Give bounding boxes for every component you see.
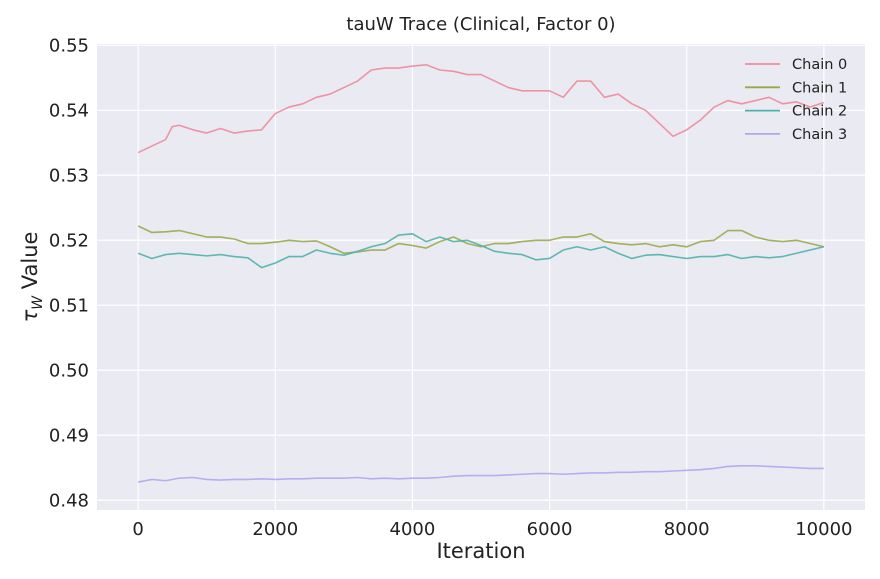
legend-label-chain-2: Chain 2 xyxy=(792,104,847,120)
legend-label-chain-1: Chain 1 xyxy=(792,80,847,96)
x-axis-title: Iteration xyxy=(436,539,525,563)
grid xyxy=(97,44,865,510)
y-tick-label: 0.55 xyxy=(49,35,89,56)
y-tick-label: 0.51 xyxy=(49,295,89,316)
y-tick-label: 0.49 xyxy=(49,425,89,446)
x-tick-label: 6000 xyxy=(527,519,573,540)
x-tick-label: 10000 xyxy=(795,519,852,540)
series-line-chain-0 xyxy=(137,64,825,154)
y-tick-labels: 0.48 0.49 0.50 0.51 0.52 0.53 0.54 0.55 xyxy=(49,35,89,511)
y-axis-title: τW Value xyxy=(18,232,46,323)
plot-area xyxy=(97,44,865,510)
chart-title: tauW Trace (Clinical, Factor 0) xyxy=(346,14,615,35)
y-axis-subscript: W xyxy=(30,295,46,310)
y-tick-label: 0.48 xyxy=(49,490,89,511)
y-tick-label: 0.52 xyxy=(49,230,89,251)
y-tick-label: 0.54 xyxy=(49,100,89,121)
x-tick-label: 4000 xyxy=(390,519,436,540)
series-line-chain-1 xyxy=(137,225,825,255)
legend-label-chain-0: Chain 0 xyxy=(792,57,847,73)
series-line-chain-2 xyxy=(137,232,825,269)
legend: Chain 0 Chain 1 Chain 2 Chain 3 xyxy=(745,57,847,143)
series-group xyxy=(137,64,825,483)
legend-label-chain-3: Chain 3 xyxy=(792,127,847,143)
x-tick-label: 0 xyxy=(132,519,143,540)
y-axis-symbol: τ xyxy=(18,309,42,322)
x-tick-labels: 0 2000 4000 6000 8000 10000 xyxy=(132,519,852,540)
y-tick-label: 0.50 xyxy=(49,360,89,381)
x-tick-label: 2000 xyxy=(252,519,298,540)
y-axis-text: Value xyxy=(18,232,42,296)
x-tick-label: 8000 xyxy=(664,519,710,540)
series-line-chain-3 xyxy=(137,464,824,483)
y-tick-label: 0.53 xyxy=(49,165,89,186)
